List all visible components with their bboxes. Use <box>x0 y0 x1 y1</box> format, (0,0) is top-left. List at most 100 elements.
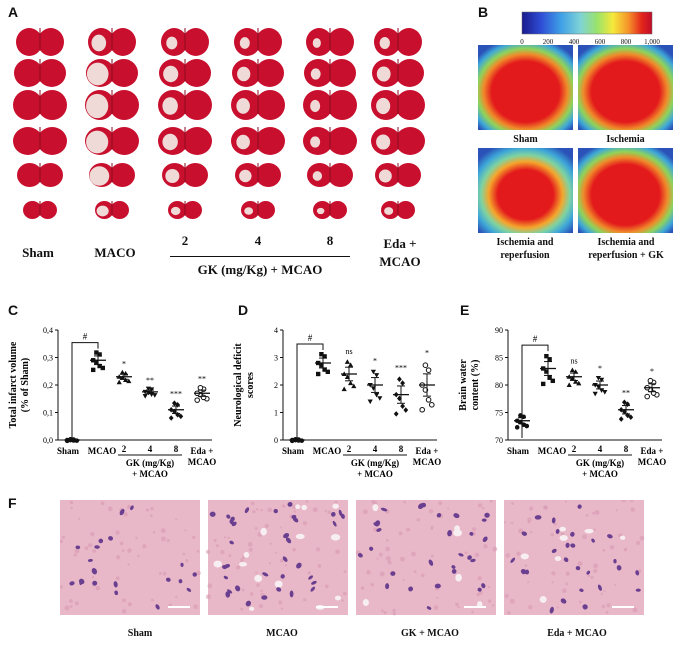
colorbar-tick-label: 800 <box>621 38 632 46</box>
ttc-eda-label-1: Eda + <box>383 236 417 251</box>
data-point <box>325 369 330 374</box>
y-tick-label: 3 <box>274 354 278 363</box>
x-label-dose: 2 <box>122 444 127 454</box>
histology-image <box>355 500 498 616</box>
brain-slice <box>158 127 212 155</box>
y-tick-label: 0,2 <box>43 381 53 390</box>
significance-marker: * <box>598 364 602 373</box>
thermo-image-ir <box>478 148 573 233</box>
brain-slice <box>304 59 357 87</box>
x-label-mcao: MCAO <box>538 446 567 456</box>
data-point <box>573 379 579 384</box>
significance-marker: # <box>83 332 88 342</box>
x-label-sham: Sham <box>282 446 305 456</box>
chart-infarct-volume: 0,0 0,1 0,2 0,3 0,4 Total infarct volume (% of… <box>8 326 216 479</box>
data-point <box>547 357 552 362</box>
x-label-dose: 8 <box>399 444 404 454</box>
y-axis-title: scores <box>245 372 256 398</box>
data-point <box>397 376 402 383</box>
x-label-eda: MCAO <box>413 457 442 467</box>
x-label-gk: + MCAO <box>582 469 618 479</box>
significance-marker: ns <box>570 357 577 366</box>
brain-slice <box>234 28 282 56</box>
data-point <box>374 373 380 378</box>
data-point <box>425 367 432 373</box>
data-point <box>367 399 373 405</box>
data-point <box>319 352 324 357</box>
data-point <box>374 392 380 398</box>
panel-label-a: A <box>8 4 19 20</box>
brain-slice <box>231 90 285 120</box>
x-label-eda: MCAO <box>638 457 667 467</box>
x-label-dose: 4 <box>598 444 603 454</box>
data-point <box>647 377 654 384</box>
colorbar-tick-label: 1,000 <box>644 38 660 46</box>
data-point <box>576 380 582 386</box>
y-tick-label: 1 <box>274 409 278 418</box>
y-tick-label: 70 <box>495 436 503 445</box>
y-axis-title: Total infarct volume <box>8 341 19 428</box>
x-label-mcao: MCAO <box>313 446 342 456</box>
data-point <box>152 393 158 398</box>
brain-slice <box>303 90 357 120</box>
brain-slice <box>162 163 209 187</box>
data-point <box>194 397 200 403</box>
data-point <box>419 406 425 413</box>
panel-label-e: E <box>460 302 470 318</box>
histo-label-sham: Sham <box>127 628 153 639</box>
brain-slice <box>85 90 139 120</box>
y-tick-label: 0,3 <box>43 354 53 363</box>
panel-label-c: C <box>8 302 19 318</box>
y-tick-label: 0,4 <box>43 326 53 335</box>
data-point <box>628 414 634 421</box>
ttc-slices <box>13 28 425 219</box>
significance-bracket <box>296 343 324 438</box>
x-label-dose: 8 <box>174 444 179 454</box>
y-tick-label: 75 <box>495 409 503 418</box>
y-tick-label: 90 <box>495 326 503 335</box>
data-point <box>178 413 184 420</box>
data-point <box>322 354 327 359</box>
x-label-gk: + MCAO <box>357 469 393 479</box>
brain-slice <box>168 201 202 219</box>
data-point <box>544 353 549 359</box>
brain-slice <box>85 127 139 155</box>
brain-slice <box>22 201 58 219</box>
ttc-stain-panel <box>0 0 470 235</box>
data-point <box>97 363 102 369</box>
significance-marker: * <box>425 348 429 357</box>
data-point <box>142 394 148 399</box>
y-axis-title: content (%) <box>470 360 481 411</box>
data-point <box>91 367 96 373</box>
significance-marker: # <box>533 334 538 344</box>
brain-slice <box>313 201 347 219</box>
ttc-dose-8: 8 <box>326 233 334 248</box>
x-label-dose: 2 <box>572 444 577 454</box>
histo-label-gk: GK + MCAO <box>401 628 459 639</box>
x-label-gk: + MCAO <box>132 469 168 479</box>
brain-slice <box>89 163 135 187</box>
data-point <box>348 362 354 367</box>
brain-slice <box>13 90 67 120</box>
histology-image <box>503 500 645 615</box>
colorbar <box>521 11 653 35</box>
x-label-eda: Eda + <box>641 446 664 456</box>
data-point <box>618 416 624 422</box>
histology-image <box>205 500 348 615</box>
brain-slice <box>232 59 284 87</box>
brain-slice <box>374 28 422 56</box>
data-point <box>544 369 549 374</box>
panel-label-b: B <box>478 4 489 20</box>
data-point <box>94 350 99 355</box>
y-axis-title: (% of Sham) <box>20 358 31 412</box>
colorbar-tick-label: 400 <box>569 38 580 46</box>
thermo-image-sham <box>478 45 573 130</box>
ttc-dose-2: 2 <box>181 233 189 248</box>
significance-marker: ** <box>622 388 630 397</box>
data-point <box>403 407 409 413</box>
thermo-image-ir-gk <box>578 148 673 233</box>
ttc-label-sham: Sham <box>22 245 54 260</box>
histo-label-eda: Eda + MCAO <box>547 628 607 639</box>
x-label-mcao: MCAO <box>88 446 117 456</box>
